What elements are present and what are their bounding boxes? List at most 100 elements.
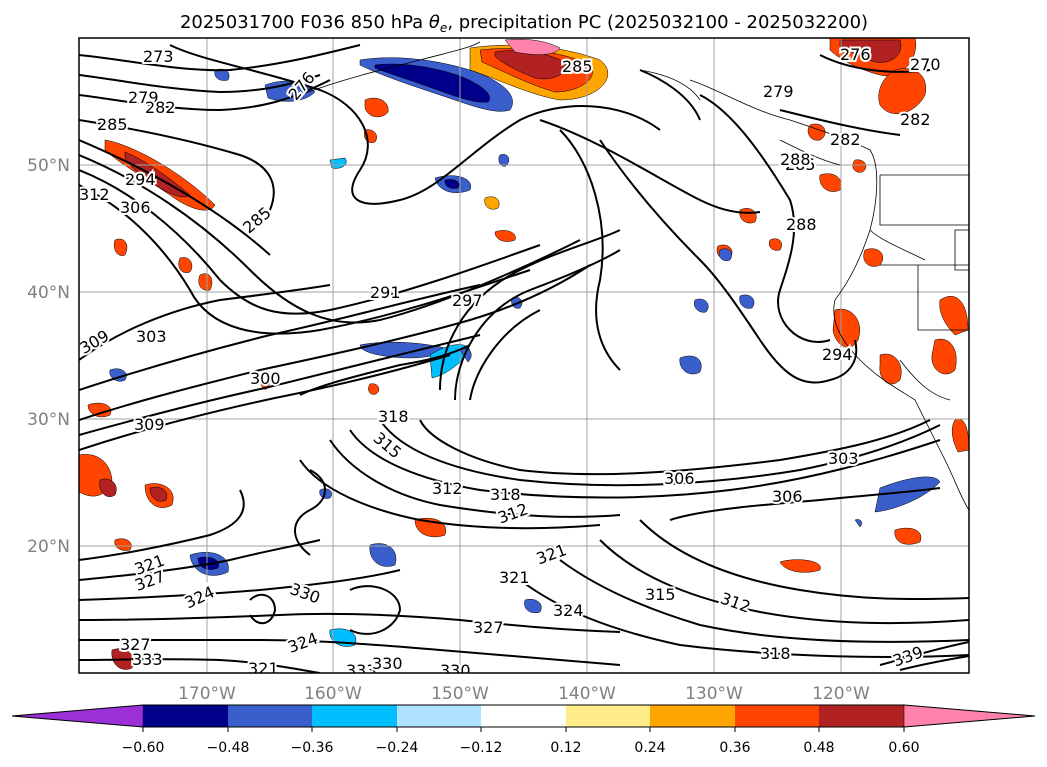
precip-positive-area: [178, 257, 193, 273]
precipitation-shading: [79, 38, 969, 670]
colorbar-segment: [481, 705, 566, 727]
colorbar-extend-high: [903, 704, 1036, 728]
contour-label: 276: [840, 45, 871, 64]
precip-positive-area: [484, 196, 500, 210]
contour-label: 273: [143, 47, 174, 66]
precip-positive-area: [149, 486, 168, 502]
contour-label: 279: [763, 82, 794, 101]
latitude-labels: 50°N 40°N 30°N 20°N: [27, 156, 70, 557]
contour-label: 294: [822, 345, 853, 364]
contour-label: 282: [145, 98, 176, 117]
contour-label: 324: [553, 601, 584, 620]
contour-label: 297: [452, 291, 483, 310]
longitude-labels: 170°W 160°W 150°W 140°W 130°W 120°W: [178, 684, 870, 704]
colorbar-tick-label: 0.36: [719, 740, 750, 756]
colorbar-segment: [397, 705, 481, 727]
colorbar-tick-label: 0.60: [888, 740, 919, 756]
contour-label: 306: [120, 198, 151, 217]
lat-tick-label: 40°N: [27, 283, 70, 303]
colorbar-tick-label: −0.24: [376, 740, 419, 756]
precip-negative-area: [874, 476, 941, 513]
colorbar-segment: [566, 705, 650, 727]
colorbar-tick-label: 0.24: [634, 740, 665, 756]
colorbar-segment: [650, 705, 735, 727]
precip-negative-area: [374, 63, 490, 103]
precip-positive-area: [504, 39, 561, 55]
contour-label: 318: [378, 407, 409, 426]
colorbar-segment: [143, 705, 228, 727]
contour-label: 321: [248, 659, 279, 678]
contour-label: 333: [132, 650, 163, 669]
precip-positive-area: [951, 418, 969, 453]
precip-positive-area: [368, 383, 380, 395]
lon-tick-label: 140°W: [558, 684, 616, 704]
lon-tick-label: 150°W: [431, 684, 489, 704]
contour-label: 306: [664, 469, 695, 488]
contour-label: 291: [370, 283, 401, 302]
colorbar-tick-label: 0.48: [803, 740, 834, 756]
precip-negative-area: [679, 355, 702, 375]
colorbar-tick-label: 0.12: [550, 740, 581, 756]
contour-label: 321: [499, 568, 530, 587]
precip-positive-area: [114, 238, 128, 256]
colorbar-segment: [735, 705, 819, 727]
lon-tick-label: 120°W: [812, 684, 870, 704]
precip-negative-area: [718, 248, 732, 261]
contour-label: 315: [645, 585, 676, 604]
contour-label: 288: [786, 215, 817, 234]
colorbar-tick-label: −0.12: [460, 740, 503, 756]
theta-e-contours: [79, 44, 969, 673]
contour-label: 318: [490, 485, 521, 504]
precip-positive-area: [839, 39, 902, 63]
contour-label: 312: [79, 185, 110, 204]
map-panel: 273 279 282 285 276 285 279 276 270 282 …: [79, 38, 969, 680]
contour-label: 330: [440, 661, 471, 680]
precip-positive-area: [87, 402, 112, 418]
contour-label: 282: [830, 130, 861, 149]
contour-label: 285: [785, 155, 816, 174]
lon-tick-label: 160°W: [304, 684, 362, 704]
contour-label: 327: [473, 618, 504, 637]
colorbar-tick-label: −0.36: [291, 740, 334, 756]
contour-label: 330: [372, 654, 403, 673]
precip-negative-area: [369, 543, 397, 567]
colorbar-segment: [228, 705, 312, 727]
figure-title: 2025031700 F036 850 hPa θe, precipitatio…: [180, 12, 868, 35]
colorbar-tick-label: −0.48: [207, 740, 250, 756]
precip-positive-area: [768, 238, 782, 251]
precip-positive-area: [894, 527, 922, 545]
lon-tick-label: 170°W: [178, 684, 236, 704]
contour-label: 285: [97, 115, 128, 134]
contour-label: 282: [900, 110, 931, 129]
coastlines: [299, 41, 969, 511]
map-frame: [78, 37, 970, 674]
lat-tick-label: 30°N: [27, 410, 70, 430]
lat-tick-label: 50°N: [27, 156, 70, 176]
precip-positive-area: [879, 353, 902, 385]
colorbar-extend-low: [11, 704, 144, 728]
contour-label: 306: [772, 487, 803, 506]
colorbar-ticks: [142, 727, 905, 732]
contour-label: 285: [562, 57, 593, 76]
contour-label: 318: [760, 644, 791, 663]
contour-label: 303: [828, 449, 859, 468]
precip-positive-area: [99, 478, 117, 497]
colorbar-tick-label: −0.60: [122, 740, 165, 756]
contour-label: 309: [134, 415, 165, 434]
colorbar-segment: [312, 705, 397, 727]
precip-positive-area: [878, 68, 927, 114]
precip-positive-area: [779, 559, 821, 573]
precip-negative-area: [854, 519, 862, 528]
precip-negative-area: [359, 341, 446, 359]
precip-negative-area: [739, 294, 755, 309]
colorbar-segment: [819, 705, 904, 727]
contour-label: 303: [136, 327, 167, 346]
precip-positive-area: [364, 97, 389, 118]
precip-negative-area: [498, 154, 510, 167]
precip-positive-area: [863, 248, 884, 267]
precip-negative-area: [444, 179, 460, 189]
contour-label: 333: [346, 661, 377, 680]
colorbar: −0.60 −0.48 −0.36 −0.24 −0.12 0.12 0.24 …: [11, 704, 1036, 756]
contour-label: 294: [125, 170, 156, 189]
